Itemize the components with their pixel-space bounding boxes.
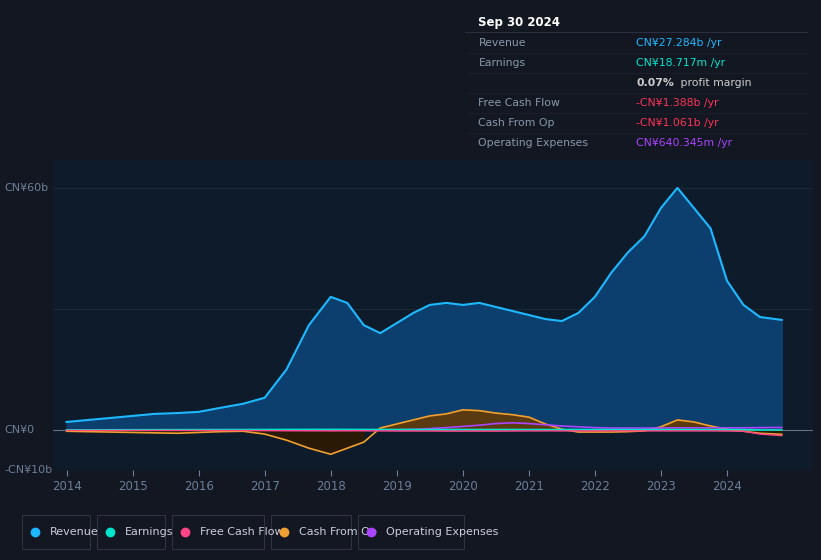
Text: Cash From Op: Cash From Op bbox=[479, 118, 555, 128]
Text: CN¥60b: CN¥60b bbox=[4, 183, 48, 193]
Text: Free Cash Flow: Free Cash Flow bbox=[200, 527, 284, 537]
Text: profit margin: profit margin bbox=[677, 78, 752, 88]
Text: CN¥640.345m /yr: CN¥640.345m /yr bbox=[636, 138, 732, 148]
FancyBboxPatch shape bbox=[98, 515, 165, 549]
Text: Revenue: Revenue bbox=[50, 527, 99, 537]
Text: CN¥18.717m /yr: CN¥18.717m /yr bbox=[636, 58, 726, 68]
Text: Earnings: Earnings bbox=[479, 58, 525, 68]
FancyBboxPatch shape bbox=[271, 515, 351, 549]
Text: Operating Expenses: Operating Expenses bbox=[386, 527, 498, 537]
Text: Operating Expenses: Operating Expenses bbox=[479, 138, 589, 148]
Text: Revenue: Revenue bbox=[479, 38, 526, 48]
Text: -CN¥1.061b /yr: -CN¥1.061b /yr bbox=[636, 118, 719, 128]
Text: -CN¥1.388b /yr: -CN¥1.388b /yr bbox=[636, 98, 718, 108]
Text: CN¥0: CN¥0 bbox=[4, 425, 34, 435]
Text: Earnings: Earnings bbox=[125, 527, 174, 537]
FancyBboxPatch shape bbox=[358, 515, 465, 549]
Text: -CN¥10b: -CN¥10b bbox=[4, 465, 53, 475]
FancyBboxPatch shape bbox=[22, 515, 90, 549]
Text: 0.07%: 0.07% bbox=[636, 78, 674, 88]
Text: CN¥27.284b /yr: CN¥27.284b /yr bbox=[636, 38, 722, 48]
FancyBboxPatch shape bbox=[172, 515, 264, 549]
Text: Free Cash Flow: Free Cash Flow bbox=[479, 98, 560, 108]
Text: Sep 30 2024: Sep 30 2024 bbox=[479, 16, 561, 29]
Text: Cash From Op: Cash From Op bbox=[299, 527, 377, 537]
